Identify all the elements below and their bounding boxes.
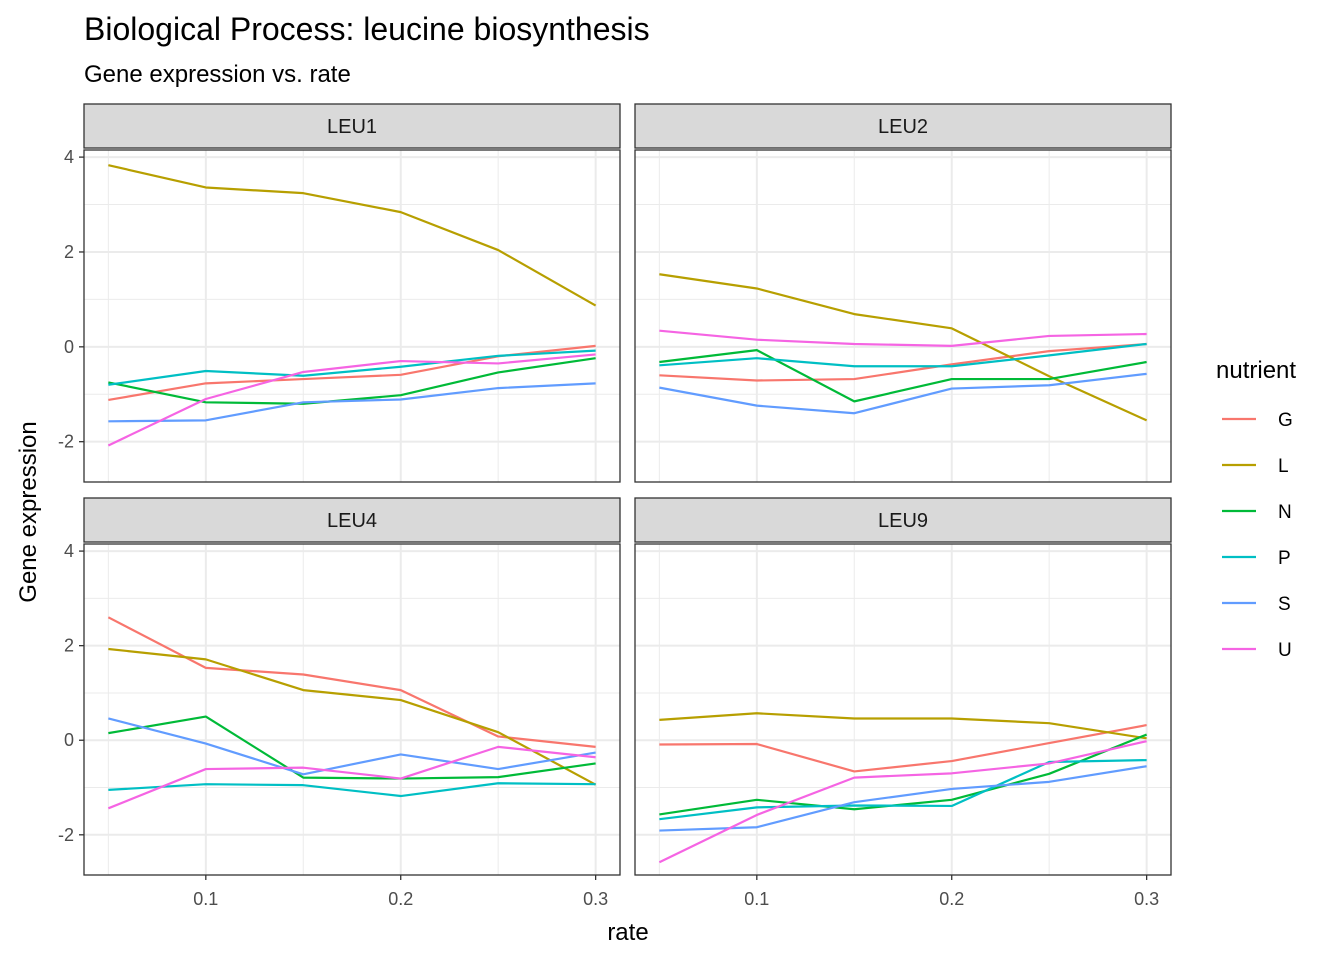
legend-label-n: N [1278,502,1292,523]
y-tick-label: 0 [64,337,74,357]
series-line-leu1-s [108,382,596,423]
x-tick-label: 0.3 [583,889,608,909]
plot-area-leu2 [635,150,1171,482]
panel-border-leu9 [634,543,1172,876]
y-tick-label: -2 [58,825,74,845]
plot-area-leu1 [84,150,620,482]
grid-leu1 [84,150,620,482]
series-line-leu4-s [108,717,596,776]
series-line-leu9-p [659,759,1147,821]
y-tick-label: 0 [64,730,74,750]
y-tick-label: 2 [64,242,74,262]
legend-label-l: L [1278,456,1289,477]
panel-border-leu2 [634,149,1172,483]
strip-leu9 [634,497,1172,543]
legend-item-g: G [1222,410,1293,431]
plot-area-leu9 [635,544,1171,875]
series-line-leu9-g [659,724,1147,773]
x-axis-title: rate [607,919,648,946]
series-line-leu1-n [108,357,596,405]
x-tick-label: 0.1 [193,889,218,909]
legend-label-s: S [1278,594,1291,615]
legend-item-u: U [1222,640,1292,661]
series-line-leu4-p [108,782,596,798]
plot-area-leu4 [84,544,620,875]
grid-leu2 [635,150,1171,482]
legend-item-s: S [1222,594,1291,615]
strip-leu4 [83,497,621,543]
series-line-leu9-l [659,712,1147,740]
x-tick-label: 0.2 [388,889,413,909]
x-tick-label: 0.1 [744,889,769,909]
series-line-leu9-u [658,740,1147,864]
chart-title: Biological Process: leucine biosynthesis [84,11,650,47]
chart-subtitle: Gene expression vs. rate [84,61,351,88]
series-line-leu2-g [659,342,1147,382]
legend-item-p: P [1222,548,1291,569]
series-line-leu1-p [108,349,596,386]
strip-label-leu9: LEU9 [878,510,928,532]
series-line-leu9-s [659,765,1147,832]
series-line-leu4-g [107,616,596,748]
y-tick-label: -2 [58,432,74,452]
strip-label-leu4: LEU4 [327,510,377,532]
grid-leu9 [635,544,1171,875]
facet-panels: LEU1 -2 0 2 4 LEU2 LEU4 -2 0 2 4 0.1 0.2 0.3 LEU9 0.1 0.… [58,103,1172,909]
series-line-leu4-u [107,745,596,810]
series-line-leu2-s [659,372,1147,415]
panel-leu9: LEU9 0.1 0.2 0.3 [634,497,1172,909]
y-tick-label: 2 [64,636,74,656]
panel-leu4: LEU4 -2 0 2 4 0.1 0.2 0.3 [58,497,621,909]
legend-item-n: N [1222,502,1292,523]
strip-label-leu1: LEU1 [327,116,377,138]
y-axis-title: Gene expression [15,421,42,602]
panel-border-leu1 [83,149,621,483]
series-line-leu2-p [659,342,1147,368]
strip-leu1 [83,103,621,149]
series-line-leu4-n [108,715,596,780]
y-tick-label: 4 [64,147,74,167]
legend-item-l: L [1222,456,1289,477]
series-line-leu4-l [108,647,597,786]
strip-label-leu2: LEU2 [878,116,928,138]
y-tick-label: 4 [64,541,74,561]
legend-label-p: P [1278,548,1291,569]
series-line-leu9-n [659,733,1148,816]
legend: nutrient G L N P S U [1216,357,1296,661]
series-line-leu2-u [659,329,1147,347]
grid-leu4 [84,544,620,875]
series-line-leu2-n [659,349,1147,403]
legend-label-g: G [1278,410,1293,431]
legend-title: nutrient [1216,357,1296,384]
panel-leu1: LEU1 -2 0 2 4 [58,103,621,483]
series-line-leu1-u [107,353,596,447]
x-tick-label: 0.3 [1134,889,1159,909]
panel-border-leu4 [83,543,621,876]
strip-leu2 [634,103,1172,149]
x-tick-label: 0.2 [939,889,964,909]
series-line-leu1-l [108,164,597,307]
legend-label-u: U [1278,640,1292,661]
panel-leu2: LEU2 [634,103,1172,483]
